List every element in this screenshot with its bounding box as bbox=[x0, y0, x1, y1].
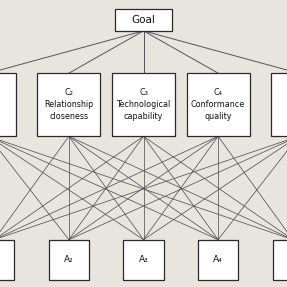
Text: C₄
Conformance
quality: C₄ Conformance quality bbox=[191, 88, 245, 121]
FancyBboxPatch shape bbox=[273, 240, 287, 280]
FancyBboxPatch shape bbox=[123, 240, 164, 280]
FancyBboxPatch shape bbox=[0, 73, 16, 136]
Text: A₃: A₃ bbox=[139, 255, 148, 264]
FancyBboxPatch shape bbox=[115, 9, 172, 31]
FancyBboxPatch shape bbox=[0, 240, 14, 280]
Text: Goal: Goal bbox=[131, 15, 156, 25]
Text: C₂
Relationship
closeness: C₂ Relationship closeness bbox=[44, 88, 94, 121]
Text: A₂: A₂ bbox=[64, 255, 74, 264]
FancyBboxPatch shape bbox=[271, 73, 287, 136]
Text: C₃
Technological
capability: C₃ Technological capability bbox=[116, 88, 171, 121]
FancyBboxPatch shape bbox=[112, 73, 175, 136]
FancyBboxPatch shape bbox=[187, 73, 250, 136]
Text: A₄: A₄ bbox=[213, 255, 223, 264]
FancyBboxPatch shape bbox=[198, 240, 238, 280]
FancyBboxPatch shape bbox=[37, 73, 100, 136]
FancyBboxPatch shape bbox=[49, 240, 89, 280]
